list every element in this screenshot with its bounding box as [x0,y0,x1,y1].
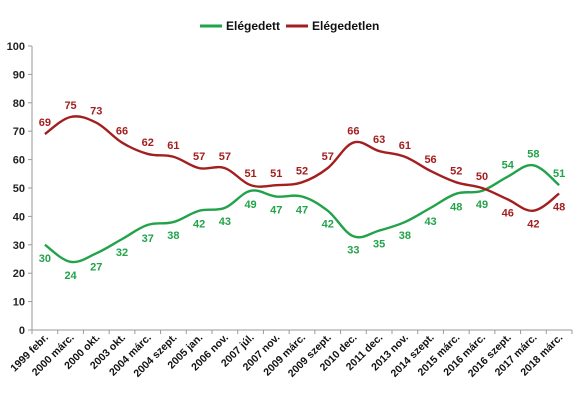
y-tick-label: 40 [13,211,25,223]
legend-label: Elégedetlen [312,19,379,33]
y-tick-label: 10 [13,297,25,309]
data-label: 38 [167,230,179,242]
data-label: 43 [424,216,436,228]
data-label: 30 [39,253,51,265]
data-label: 49 [244,199,256,211]
y-tick-label: 100 [7,41,25,53]
data-label: 32 [116,247,128,259]
data-label: 37 [142,233,154,245]
data-label: 52 [296,165,308,177]
y-axis-ticks: 0 10 20 30 40 50 60 70 80 90 100 [7,41,32,337]
data-label: 24 [64,270,77,282]
data-label: 42 [193,219,205,231]
data-label: 73 [90,106,102,118]
data-label: 57 [193,151,205,163]
data-label: 27 [90,261,102,273]
y-tick-label: 60 [13,155,25,167]
data-label: 48 [553,202,565,214]
y-tick-label: 50 [13,183,25,195]
data-label: 50 [476,171,488,183]
axes [31,46,572,331]
data-label: 62 [142,137,154,149]
data-label: 63 [373,134,385,146]
data-label: 46 [502,207,514,219]
legend-label: Elégedett [226,19,280,33]
data-label: 42 [527,219,539,231]
y-tick-label: 90 [13,69,25,81]
data-label: 51 [244,168,256,180]
data-label: 57 [322,151,334,163]
data-labels: 30 24 27 32 37 38 42 43 49 47 47 42 33 35 38 43 48 49 54 58… [39,100,566,282]
data-label: 35 [373,239,385,251]
y-tick-label: 0 [19,325,25,337]
x-axis-ticks: 1999 febr.2000 márc.2000 okt.2003 okt.20… [8,330,573,380]
data-label: 49 [476,199,488,211]
data-label: 75 [64,100,76,112]
y-tick-label: 30 [13,240,25,252]
legend: Elégedett Elégedetlen [200,19,379,33]
data-label: 66 [116,126,128,138]
series-lines [44,115,560,264]
data-label: 43 [219,216,231,228]
data-label: 61 [399,140,411,152]
data-label: 38 [399,230,411,242]
data-label: 42 [322,219,334,231]
data-label: 47 [270,205,282,217]
data-label: 57 [219,151,231,163]
data-label: 47 [296,205,308,217]
y-tick-label: 20 [13,268,25,280]
data-label: 51 [553,168,565,180]
data-label: 33 [347,244,359,256]
data-label: 56 [424,154,436,166]
y-tick-label: 70 [13,126,25,138]
data-label: 58 [527,148,539,160]
series-line-elegedetlen [44,115,560,212]
data-label: 69 [39,117,51,129]
data-label: 66 [347,126,359,138]
data-label: 61 [167,140,179,152]
data-label: 48 [450,202,462,214]
series-line-elegedett [44,163,560,264]
data-label: 52 [450,165,462,177]
y-tick-label: 80 [13,98,25,110]
data-label: 51 [270,168,282,180]
data-label: 54 [502,160,515,172]
